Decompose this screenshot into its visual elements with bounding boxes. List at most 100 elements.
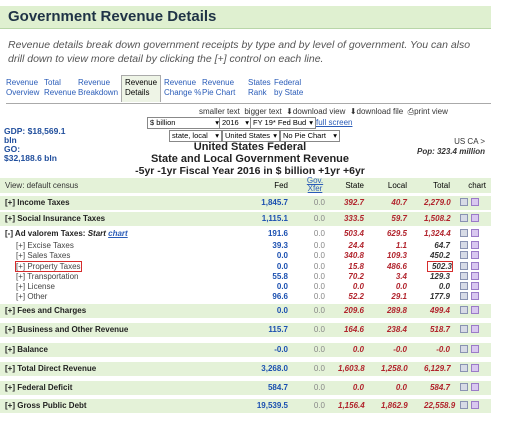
download-file-link[interactable]: download file xyxy=(356,107,404,116)
table-row[interactable]: [-] Ad valorem Taxes: Start chart 191.6 0.… xyxy=(0,228,491,240)
bar-chart-icon[interactable] xyxy=(460,325,468,333)
start-chart-link[interactable]: chart xyxy=(108,229,128,238)
table-row[interactable]: [+] Social Insurance Taxes 1,115.1 0.0 333.… xyxy=(0,212,491,226)
bar-chart-icon[interactable] xyxy=(460,214,468,222)
bigger-text-link[interactable]: bigger text xyxy=(244,107,282,116)
line-chart-icon[interactable] xyxy=(471,282,479,290)
table-row[interactable]: [+] Business and Other Revenue 115.7 0.0 16… xyxy=(0,323,491,337)
col-gov-xfer[interactable]: Gov. Xfer xyxy=(306,176,324,193)
smaller-text-link[interactable]: smaller text xyxy=(199,107,240,116)
budget-select[interactable]: FY 19* Fed Bud ▾ xyxy=(250,117,316,129)
row-label[interactable]: [+] Fees and Charges xyxy=(5,306,87,315)
line-chart-icon[interactable] xyxy=(471,262,479,270)
tab-total-revenue[interactable]: Total Revenue xyxy=(44,78,77,97)
row-label[interactable]: [+] Social Insurance Taxes xyxy=(5,214,106,223)
row-label[interactable]: [+] Balance xyxy=(5,345,48,354)
line-chart-icon[interactable] xyxy=(471,214,479,222)
row-label[interactable]: [+] Transportation xyxy=(16,272,79,281)
table-row[interactable]: [+] Transportation 55.8 0.0 70.2 3.4 129.3 xyxy=(0,272,491,282)
us-ca-link[interactable]: US CA > xyxy=(454,137,485,146)
row-label[interactable]: [+] License xyxy=(16,282,55,291)
cell-local: 1,862.9 xyxy=(381,401,408,410)
bar-chart-icon[interactable] xyxy=(460,272,468,280)
tab-bar: Revenue Overview Total Revenue Revenue Brea… xyxy=(6,75,491,108)
row-label[interactable]: [+] Property Taxes xyxy=(15,261,82,272)
table-row[interactable]: [+] Income Taxes 1,845.7 0.0 392.7 40.7 2,279… xyxy=(0,196,491,210)
tab-revenue-change[interactable]: Revenue Change % xyxy=(164,78,202,97)
cell-state: 24.4 xyxy=(348,241,364,250)
tab-revenue-overview[interactable]: Revenue Overview xyxy=(6,78,40,97)
cell-xfer: 0.0 xyxy=(313,383,325,392)
cell-local: 109.3 xyxy=(386,251,407,260)
table-row[interactable]: [+] Property Taxes 0.0 0.0 15.8 486.6 502.3 xyxy=(0,261,491,272)
bar-chart-icon[interactable] xyxy=(460,306,468,314)
table-row[interactable]: [+] Fees and Charges 0.0 0.0 209.6 289.8 499.… xyxy=(0,304,491,318)
table-row[interactable]: [+] Balance -0.0 0.0 0.0 -0.0 -0.0 xyxy=(0,343,491,357)
col-state: State xyxy=(345,181,364,190)
tab-revenue-pie-chart[interactable]: Revenue Pie Chart xyxy=(202,78,236,97)
table-row[interactable]: [+] Gross Public Debt 19,539.5 0.0 1,156.4 1… xyxy=(0,399,491,413)
tab-revenue-details[interactable]: Revenue Details xyxy=(121,75,162,102)
table-row[interactable]: [+] Excise Taxes 39.3 0.0 24.4 1.1 64.7 xyxy=(0,241,491,251)
chart-select[interactable]: No Pie Chart ▾ xyxy=(280,130,340,142)
row-label[interactable]: [+] Excise Taxes xyxy=(16,241,74,250)
economy-info: GDP: $18,569.1 bln GO: $32,188.6 bln xyxy=(4,127,65,163)
line-chart-icon[interactable] xyxy=(471,345,479,353)
tab-federal-by-state[interactable]: Federal by State xyxy=(274,78,304,97)
line-chart-icon[interactable] xyxy=(471,229,479,237)
row-label[interactable]: [+] Other xyxy=(16,292,48,301)
line-chart-icon[interactable] xyxy=(471,325,479,333)
line-chart-icon[interactable] xyxy=(471,251,479,259)
row-label[interactable]: [+] Business and Other Revenue xyxy=(5,325,129,334)
cell-local: -0.0 xyxy=(393,345,407,354)
bar-chart-icon[interactable] xyxy=(460,401,468,409)
cell-xfer: 0.0 xyxy=(313,306,325,315)
bar-chart-icon[interactable] xyxy=(460,364,468,372)
year-select[interactable]: 2016 ▾ xyxy=(219,117,252,129)
row-label[interactable]: [+] Sales Taxes xyxy=(16,251,71,260)
population: Pop: 323.4 million xyxy=(416,147,485,156)
level-select[interactable]: state, local ▾ xyxy=(169,130,222,142)
print-view-link[interactable]: print view xyxy=(414,107,448,116)
cell-xfer: 0.0 xyxy=(313,282,325,291)
bar-chart-icon[interactable] xyxy=(460,282,468,290)
tab-revenue-breakdown[interactable]: Revenue Breakdown xyxy=(78,78,119,97)
line-chart-icon[interactable] xyxy=(471,364,479,372)
cell-local: 629.5 xyxy=(386,229,407,238)
table-row[interactable]: [+] Sales Taxes 0.0 0.0 340.8 109.3 450.2 xyxy=(0,251,491,261)
area-select[interactable]: United States ▾ xyxy=(222,130,280,142)
cell-fed: 1,115.1 xyxy=(261,214,288,223)
table-row[interactable]: [+] Other 96.6 0.0 52.2 29.1 177.9 xyxy=(0,292,491,302)
download-view-link[interactable]: download view xyxy=(292,107,346,116)
tab-states-rank[interactable]: States Rank xyxy=(248,78,271,97)
line-chart-icon[interactable] xyxy=(471,292,479,300)
line-chart-icon[interactable] xyxy=(471,401,479,409)
bar-chart-icon[interactable] xyxy=(460,262,468,270)
line-chart-icon[interactable] xyxy=(471,306,479,314)
line-chart-icon[interactable] xyxy=(471,198,479,206)
line-chart-icon[interactable] xyxy=(471,241,479,249)
bar-chart-icon[interactable] xyxy=(460,383,468,391)
units-select[interactable]: $ billion ▾ xyxy=(147,117,222,129)
cell-local: 40.7 xyxy=(391,198,407,207)
bar-chart-icon[interactable] xyxy=(460,345,468,353)
table-row[interactable]: [+] License 0.0 0.0 0.0 0.0 0.0 xyxy=(0,282,491,292)
row-label[interactable]: [+] Federal Deficit xyxy=(5,383,73,392)
bar-chart-icon[interactable] xyxy=(460,292,468,300)
cell-fed: 0.0 xyxy=(276,251,288,260)
bar-chart-icon[interactable] xyxy=(460,251,468,259)
full-screen-link[interactable]: full screen xyxy=(316,118,353,127)
bar-chart-icon[interactable] xyxy=(460,229,468,237)
row-label[interactable]: [+] Total Direct Revenue xyxy=(5,364,97,373)
bar-chart-icon[interactable] xyxy=(460,241,468,249)
line-chart-icon[interactable] xyxy=(471,272,479,280)
bar-chart-icon[interactable] xyxy=(460,198,468,206)
table-row[interactable]: [+] Total Direct Revenue 3,268.0 0.0 1,603.… xyxy=(0,362,491,376)
row-label[interactable]: [+] Income Taxes xyxy=(5,198,70,207)
col-local: Local xyxy=(387,181,407,190)
row-label[interactable]: [-] Ad valorem Taxes: Start chart xyxy=(5,229,128,238)
col-fed: Fed xyxy=(274,181,288,190)
row-label[interactable]: [+] Gross Public Debt xyxy=(5,401,87,410)
line-chart-icon[interactable] xyxy=(471,383,479,391)
table-row[interactable]: [+] Federal Deficit 584.7 0.0 0.0 0.0 584.7 xyxy=(0,381,491,395)
